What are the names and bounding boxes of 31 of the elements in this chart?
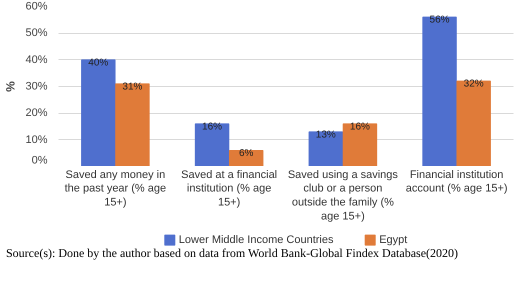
x-tick-label: Financial institution account (% age 15+) xyxy=(406,168,508,195)
y-tick-label: 20% xyxy=(25,107,48,120)
data-label: 32% xyxy=(464,78,484,90)
data-label: 56% xyxy=(430,14,450,26)
source-note: Source(s): Done by the author based on data from World Bank-Global Findex Database(2020) xyxy=(6,246,458,260)
y-tick-label: 40% xyxy=(25,54,48,66)
bar xyxy=(228,150,264,166)
bar xyxy=(115,83,150,166)
y-tick-label: 60% xyxy=(25,0,48,12)
bar xyxy=(342,123,378,166)
x-tick-label: Saved any money in the past year (% age 15+) xyxy=(64,168,166,208)
y-axis-title: % xyxy=(3,80,18,92)
y-tick-label: 50% xyxy=(25,27,48,40)
y-tick-label: 30% xyxy=(25,80,48,92)
legend-label: Egypt xyxy=(379,234,408,246)
y-tick-label: 0% xyxy=(32,154,48,166)
data-label: 31% xyxy=(122,81,143,92)
data-label: 6% xyxy=(238,148,254,159)
data-label: 13% xyxy=(316,129,336,140)
data-label: 40% xyxy=(88,57,108,68)
data-label: 16% xyxy=(350,121,370,132)
bar xyxy=(422,16,457,166)
y-tick-label: 10% xyxy=(25,134,48,146)
data-label: 16% xyxy=(202,121,222,132)
bar xyxy=(308,131,344,166)
legend-label: Lower Middle Income Countries xyxy=(178,234,334,246)
bar xyxy=(456,80,491,166)
x-tick-label: Saved at a financial institution (% age 15+) xyxy=(181,168,278,208)
bar xyxy=(81,59,116,166)
x-tick-label: Saved using a savings club or a person outside the family (% age 15+) xyxy=(288,168,398,222)
bar xyxy=(194,123,230,166)
